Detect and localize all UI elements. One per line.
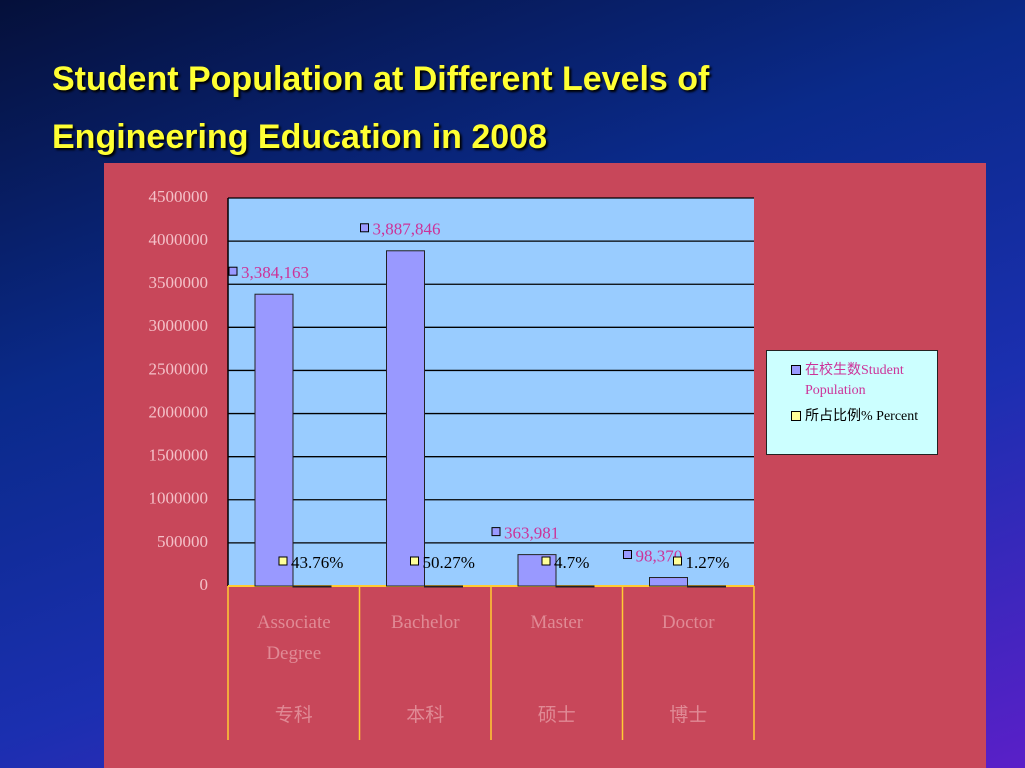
x-tick-label: Bachelor bbox=[390, 612, 460, 633]
y-tick-label: 0 bbox=[200, 575, 209, 594]
x-tick-label: Associate Degree bbox=[256, 612, 331, 664]
label-marker bbox=[623, 550, 632, 560]
plot-area bbox=[228, 198, 754, 586]
value-label: 1.27% bbox=[686, 553, 730, 572]
y-tick-label: 1500000 bbox=[149, 446, 209, 465]
label-marker bbox=[541, 556, 551, 566]
value-label: 50.27% bbox=[423, 553, 475, 572]
legend-label: 在校生数Student Population bbox=[805, 363, 904, 398]
x-tick-label: Master bbox=[530, 612, 584, 633]
value-label: 4.7% bbox=[554, 553, 589, 572]
legend-swatch bbox=[791, 365, 801, 375]
bar bbox=[555, 585, 595, 588]
y-tick-label: 1000000 bbox=[149, 489, 209, 508]
value-label: 3,887,846 bbox=[373, 220, 441, 239]
label-marker bbox=[228, 266, 238, 276]
x-tick-label-zh: 本科 bbox=[406, 705, 445, 726]
x-tick-label: Doctor bbox=[661, 612, 715, 633]
x-tick-label-zh: 专科 bbox=[274, 705, 313, 726]
label-marker bbox=[491, 527, 501, 537]
y-tick-label: 3000000 bbox=[149, 316, 209, 335]
bar bbox=[254, 293, 294, 587]
value-label: 363,981 bbox=[504, 524, 559, 543]
label-marker bbox=[410, 556, 419, 566]
legend-swatch bbox=[791, 411, 801, 421]
x-tick-label-zh: 硕士 bbox=[537, 705, 576, 726]
value-label: 43.76% bbox=[291, 553, 343, 572]
y-tick-label: 4000000 bbox=[149, 230, 209, 249]
bar bbox=[386, 250, 425, 587]
y-tick-label: 500000 bbox=[157, 532, 208, 551]
y-tick-label: 2500000 bbox=[149, 359, 209, 378]
y-tick-label: 4500000 bbox=[149, 187, 209, 206]
legend-entry: 所占比例% Percent bbox=[771, 407, 933, 427]
label-marker bbox=[673, 556, 682, 566]
bar bbox=[424, 585, 463, 588]
chart-title: Student Population at Different Levels o… bbox=[52, 60, 710, 156]
bar bbox=[687, 585, 726, 588]
y-tick-label: 3500000 bbox=[149, 273, 209, 292]
bar bbox=[292, 585, 332, 588]
value-label: 3,384,163 bbox=[241, 263, 309, 282]
legend-label: 所占比例% Percent bbox=[805, 409, 919, 424]
x-tick-label-zh: 博士 bbox=[669, 705, 708, 726]
value-label: 98,370 bbox=[636, 546, 683, 565]
y-tick-label: 2000000 bbox=[149, 402, 209, 421]
legend: 在校生数Student Population 所占比例% Percent bbox=[766, 350, 938, 455]
label-marker bbox=[278, 556, 288, 566]
bar bbox=[649, 577, 688, 587]
label-marker bbox=[360, 223, 369, 233]
legend-entry: 在校生数Student Population bbox=[771, 361, 933, 401]
